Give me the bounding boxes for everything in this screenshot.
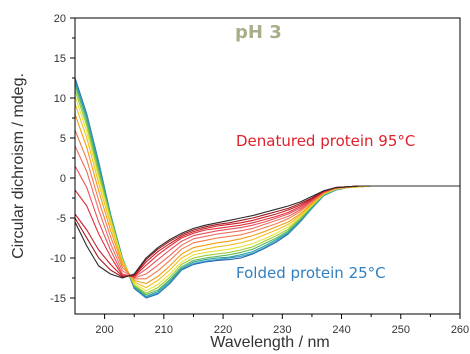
- series-line-6: [74, 95, 460, 292]
- x-tick-label-240: 240: [332, 324, 350, 336]
- y-tick-label-10: 10: [54, 93, 66, 105]
- series-line-11: [74, 165, 460, 278]
- x-tick-label-210: 210: [155, 324, 173, 336]
- series-line-7: [74, 103, 460, 289]
- series-lines: [74, 77, 460, 299]
- x-tick-label-220: 220: [214, 324, 232, 336]
- x-tick-label-200: 200: [95, 324, 113, 336]
- y-tick-label--15: -15: [50, 293, 66, 305]
- y-tick-label-0: 0: [60, 173, 66, 185]
- series-line-12: [74, 185, 460, 277]
- series-line-9: [74, 129, 460, 280]
- series-line-5: [74, 89, 460, 294]
- y-tick-label-5: 5: [60, 133, 66, 145]
- denatured-label: Denatured protein 95°C: [236, 132, 415, 150]
- y-axis-title: Circular dichroism / mdeg.: [10, 73, 27, 259]
- y-tick-label-15: 15: [54, 53, 66, 65]
- x-axis-title: Wavelength / nm: [210, 334, 329, 351]
- series-line-15: [74, 185, 460, 279]
- y-tick-label--10: -10: [50, 253, 66, 265]
- folded-label: Folded protein 25°C: [236, 264, 386, 282]
- axis-ticks: [70, 17, 461, 319]
- x-tick-label-250: 250: [392, 324, 410, 336]
- tick-labels: 200 210 220 230 240 250 260 20 15 10 5 0 -5 -10 -15: [50, 13, 469, 336]
- plot-frame: [74, 17, 461, 315]
- x-tick-label-230: 230: [273, 324, 291, 336]
- ph-label: pH 3: [235, 22, 282, 43]
- y-tick-label--5: -5: [56, 213, 66, 225]
- series-line-13: [74, 185, 460, 277]
- x-tick-label-260: 260: [451, 324, 469, 336]
- y-tick-label-20: 20: [54, 13, 66, 25]
